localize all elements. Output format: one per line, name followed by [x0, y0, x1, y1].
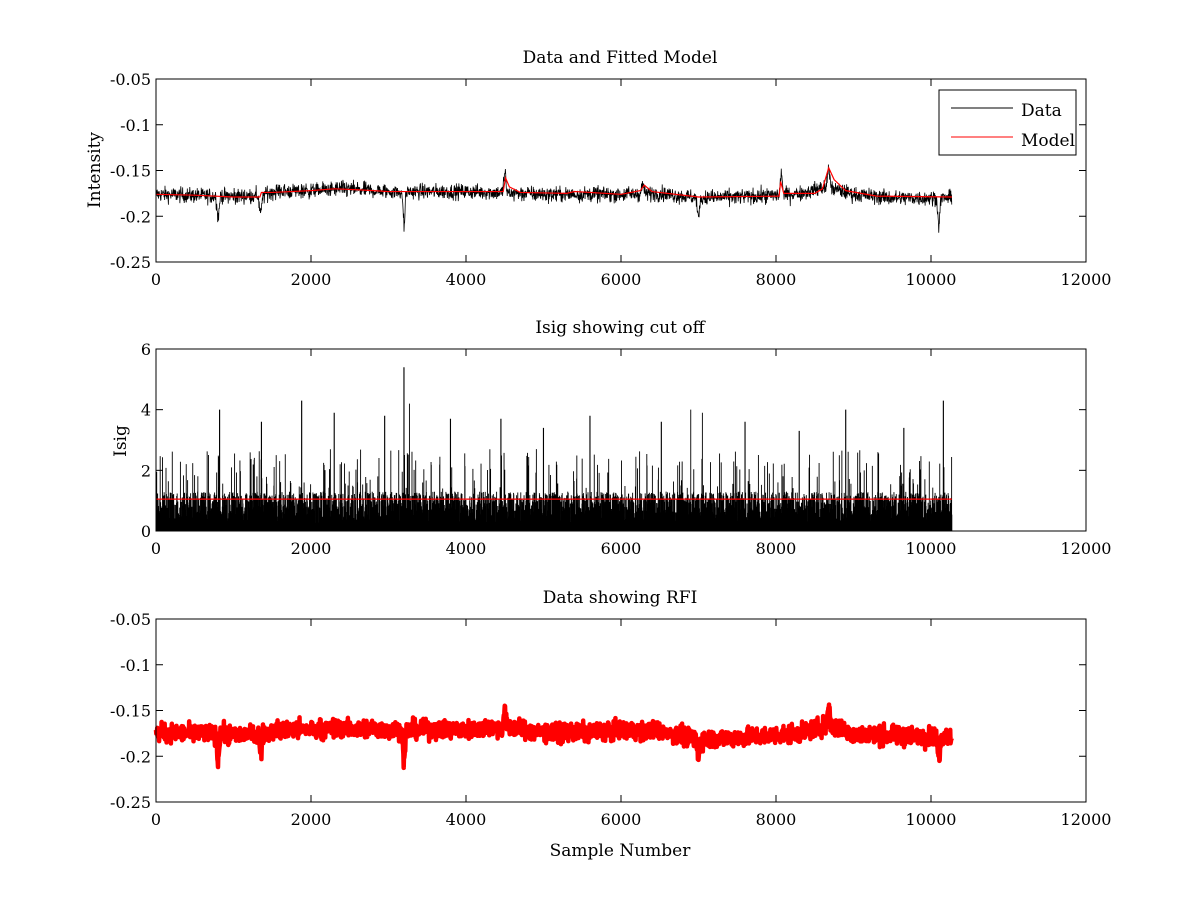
y-tick-label: -0.2: [120, 207, 151, 226]
x-tick-label: 4000: [446, 810, 487, 829]
panel-data-and-fitted-model: Data and Fitted Model 0 2000 4000 6000 8000 1…: [85, 48, 1111, 289]
panel1-series-layer: [155, 164, 953, 233]
series-data: [155, 164, 953, 233]
x-tick-label: 0: [151, 539, 161, 558]
x-tick-label: 12000: [1061, 810, 1112, 829]
panel1-title: Data and Fitted Model: [523, 48, 718, 68]
y-tick-label: -0.25: [110, 253, 151, 272]
y-tick-label: -0.1: [120, 656, 151, 675]
x-tick-label: 12000: [1061, 539, 1112, 558]
series-model: [155, 166, 952, 198]
x-tick-label: 6000: [601, 270, 642, 289]
panel3-xlabel: Sample Number: [550, 841, 692, 861]
x-tick-label: 0: [151, 810, 161, 829]
y-tick-label: -0.15: [110, 702, 151, 721]
x-tick-label: 10000: [906, 539, 957, 558]
x-tick-label: 10000: [906, 270, 957, 289]
panel2-ticks: 0 2000 4000 6000 8000 10000 12000 0 2 4 6: [141, 340, 1112, 558]
x-tick-label: 6000: [601, 539, 642, 558]
series-rfi-markers: [155, 702, 953, 768]
x-tick-label: 2000: [291, 270, 332, 289]
x-tick-label: 10000: [906, 810, 957, 829]
panel2-ylabel: Isig: [111, 425, 131, 457]
x-tick-label: 4000: [446, 270, 487, 289]
panel2-title: Isig showing cut off: [535, 318, 706, 338]
y-tick-label: -0.2: [120, 747, 151, 766]
panel-data-showing-rfi: Data showing RFI 0 2000 4000 6000 8000 10000 1…: [110, 588, 1111, 861]
panel-isig-showing-cut-off: Isig showing cut off 0 2000 4000 6000 8000 10…: [111, 318, 1111, 558]
x-tick-label: 0: [151, 270, 161, 289]
panel3-ticks: 0 2000 4000 6000 8000 10000 12000 -0.05 -0.1 -0.1…: [110, 610, 1111, 829]
panel3-series-layer: [153, 702, 954, 771]
y-tick-label: 4: [141, 401, 151, 420]
legend-model-label: Model: [1021, 131, 1075, 151]
x-tick-label: 6000: [601, 810, 642, 829]
y-tick-label: -0.1: [120, 116, 151, 135]
x-tick-label: 4000: [446, 539, 487, 558]
y-tick-label: 2: [141, 461, 151, 480]
x-tick-label: 8000: [756, 810, 797, 829]
x-tick-label: 8000: [756, 270, 797, 289]
legend-box: [938, 89, 1077, 156]
y-tick-label: -0.05: [110, 70, 151, 89]
y-tick-label: -0.05: [110, 610, 151, 629]
y-tick-label: -0.25: [110, 793, 151, 812]
panel1-ticks: 0 2000 4000 6000 8000 10000 12000 -0.05 -0.1 -0.1…: [110, 70, 1111, 289]
y-tick-label: -0.15: [110, 162, 151, 181]
legend-data-label: Data: [1021, 101, 1062, 121]
panel3-title: Data showing RFI: [543, 588, 698, 608]
panel1-legend: Data Model: [938, 89, 1077, 156]
x-tick-label: 2000: [291, 810, 332, 829]
x-tick-label: 12000: [1061, 270, 1112, 289]
panel1-ylabel: Intensity: [85, 132, 105, 208]
x-tick-label: 2000: [291, 539, 332, 558]
y-tick-label: 0: [141, 522, 151, 541]
x-tick-label: 8000: [756, 539, 797, 558]
y-tick-label: 6: [141, 340, 151, 359]
